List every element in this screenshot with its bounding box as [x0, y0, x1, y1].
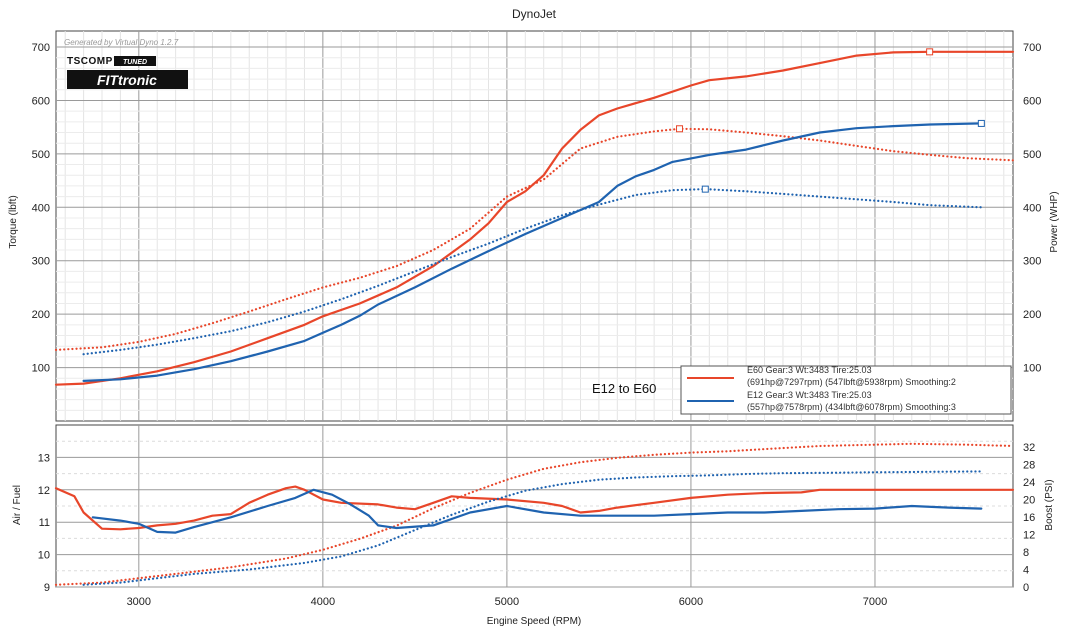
y-tick-label-left-top: 600 [32, 95, 50, 107]
y-tick-label-right-bottom: 0 [1023, 582, 1029, 594]
y-tick-label-left-top: 300 [32, 256, 50, 268]
y-tick-label-right-top: 600 [1023, 95, 1041, 107]
tick-labels: 3000 4000 5000 6000 700010020030040050060070… [32, 42, 1042, 608]
y-tick-label-right-top: 400 [1023, 202, 1041, 214]
legend-e60-line2: (691hp@7297rpm) (547lbft@5938rpm) Smooth… [747, 377, 956, 387]
peak-marker-1 [676, 125, 684, 133]
y-axis-title-left-top: Torque (lbft) [8, 195, 19, 248]
series-line-bottom-2 [91, 488, 983, 534]
fittronic-logo-bg [67, 70, 188, 89]
x-tick-label: 3000 [127, 596, 151, 608]
y-tick-label-left-bottom: 9 [44, 582, 50, 594]
legend-e12-line2: (557hp@7578rpm) (434lbft@6078rpm) Smooth… [747, 402, 956, 412]
peak-marker-2 [977, 119, 985, 127]
y-tick-label-right-bottom: 8 [1023, 547, 1029, 559]
y-tick-label-right-top: 200 [1023, 309, 1041, 321]
y-tick-label-right-bottom: 28 [1023, 459, 1035, 471]
top-series-group [54, 48, 1015, 386]
x-tick-label: 4000 [311, 596, 335, 608]
peak-marker-0 [926, 48, 934, 56]
y-tick-label-right-bottom: 12 [1023, 529, 1035, 541]
y-tick-label-right-bottom: 16 [1023, 512, 1035, 524]
y-axis-title-left-bottom: Air / Fuel [12, 485, 23, 525]
legend: E60 Gear:3 Wt:3483 Tire:25.03 (691hp@729… [680, 365, 1012, 415]
y-tick-label-left-bottom: 12 [38, 485, 50, 497]
peak-marker-3 [701, 185, 709, 193]
y-tick-label-left-bottom: 13 [38, 452, 50, 464]
fittronic-logo-text: FITtronic [97, 72, 157, 88]
x-tick-label: 5000 [495, 596, 519, 608]
series-line-bottom-3 [82, 470, 983, 586]
x-axis-title: Engine Speed (RPM) [487, 616, 582, 627]
tscomp-logo: TSCOMP TUNED [67, 56, 156, 67]
series-line-top-1 [54, 127, 1015, 351]
y-tick-label-left-bottom: 10 [38, 550, 50, 562]
y-tick-label-left-top: 500 [32, 149, 50, 161]
legend-e12-line1: E12 Gear:3 Wt:3483 Tire:25.03 [747, 390, 872, 400]
series-line-bottom-1 [54, 442, 1015, 586]
legend-box [680, 365, 1012, 415]
bottom-panel-frame [55, 424, 1014, 588]
y-tick-label-right-top: 100 [1023, 363, 1041, 375]
y-tick-label-left-top: 100 [32, 363, 50, 375]
y-tick-label-right-top: 500 [1023, 149, 1041, 161]
legend-e60-line1: E60 Gear:3 Wt:3483 Tire:25.03 [747, 365, 872, 375]
y-tick-label-right-bottom: 4 [1023, 564, 1029, 576]
y-axis-title-right-top: Power (WHP) [1049, 191, 1060, 252]
y-tick-label-right-bottom: 20 [1023, 494, 1035, 506]
y-tick-label-left-top: 700 [32, 42, 50, 54]
y-tick-label-right-bottom: 24 [1023, 477, 1035, 489]
y-tick-label-left-bottom: 11 [39, 517, 50, 529]
tscomp-logo-text: TSCOMP [67, 56, 113, 67]
tuned-badge-text: TUNED [123, 59, 147, 66]
generated-by-text: Generated by Virtual Dyno 1.2.7 [64, 38, 179, 47]
series-line-top-0 [54, 50, 1015, 386]
y-tick-label-right-bottom: 32 [1023, 442, 1035, 454]
tuned-badge [114, 56, 156, 66]
series-line-top-2 [82, 122, 983, 382]
y-tick-label-left-top: 200 [32, 309, 50, 321]
series-line-bottom-0 [54, 485, 1015, 531]
chart-annotation: E12 to E60 [592, 381, 656, 396]
y-tick-label-left-top: 400 [32, 202, 50, 214]
y-tick-label-right-top: 300 [1023, 256, 1041, 268]
y-axis-title-right-bottom: Boost (PSI) [1044, 479, 1055, 530]
x-tick-label: 7000 [863, 596, 887, 608]
fittronic-logo: FITtronic [67, 70, 188, 89]
bottom-series-group [54, 442, 1015, 586]
y-tick-label-right-top: 700 [1023, 42, 1041, 54]
chart-title: DynoJet [512, 7, 557, 21]
x-tick-label: 6000 [679, 596, 703, 608]
